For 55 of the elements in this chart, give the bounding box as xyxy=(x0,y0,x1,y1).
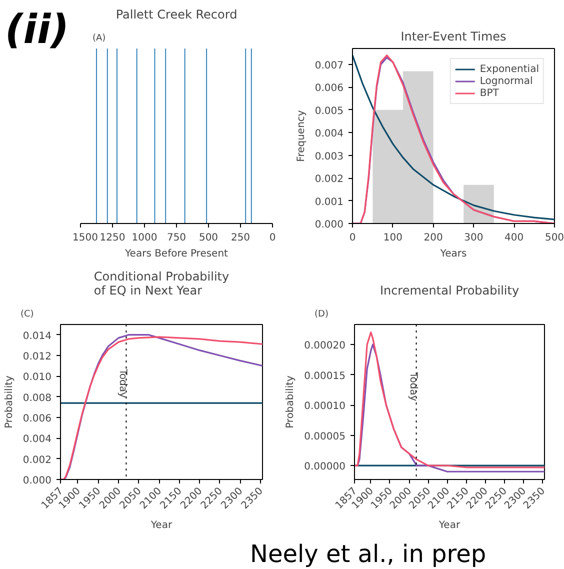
text: (A) xyxy=(92,34,106,44)
y-tick-label: 0.006 xyxy=(22,414,52,424)
y-tick-label: 0.004 xyxy=(22,434,52,446)
x-tick-label: 1500 xyxy=(72,232,98,244)
y-tick-label: 0.000 xyxy=(314,220,344,230)
x-tick-label: 1250 xyxy=(100,232,126,244)
x-axis-title: Year xyxy=(150,520,173,532)
text: (C) xyxy=(20,310,34,320)
y-tick-label: 0.00015 xyxy=(304,370,346,382)
y-tick-label: 0.001 xyxy=(314,196,344,208)
y-tick-label: 0.00005 xyxy=(304,431,346,442)
chart-title: Conditional Probability of EQ in Next Year xyxy=(94,270,230,298)
ref-line-label: Today xyxy=(407,371,418,402)
x-axis-title: Year xyxy=(438,520,461,532)
y-tick-label: 0.003 xyxy=(314,151,344,162)
legend-label: BPT xyxy=(480,87,500,99)
chart-title: Inter-Event Times xyxy=(400,30,506,44)
y-tick-label: 0.000 xyxy=(22,476,52,486)
x-tick-label: 250 xyxy=(230,232,250,244)
y-tick-label: 0.010 xyxy=(22,372,52,384)
legend-label: Exponential xyxy=(480,63,539,75)
text: (D) xyxy=(314,310,328,320)
y-tick-label: 0.007 xyxy=(314,60,344,72)
text: Neely et al., in prep xyxy=(250,539,486,569)
y-tick-label: 0.00020 xyxy=(304,340,346,352)
x-tick-label: 100 xyxy=(383,232,402,244)
y-tick-label: 0.005 xyxy=(314,106,344,117)
x-tick-label: 750 xyxy=(166,232,186,244)
x-axis-title: Years Before Present xyxy=(124,248,228,260)
y-axis-title: Frequency xyxy=(296,110,307,162)
x-tick-label: 1000 xyxy=(132,232,158,244)
chart-title: Pallett Creek Record xyxy=(116,8,238,22)
y-tick-label: 0.002 xyxy=(314,174,344,186)
x-tick-label: 300 xyxy=(464,232,484,244)
y-tick-label: 0.00000 xyxy=(304,462,346,473)
y-tick-label: 0.008 xyxy=(22,392,52,404)
y-tick-label: 0.004 xyxy=(314,128,344,140)
x-tick-label: 0 xyxy=(269,232,276,244)
y-tick-label: 0.012 xyxy=(22,352,52,362)
y-axis-title: Probability xyxy=(4,375,15,428)
y-tick-label: 0.002 xyxy=(22,454,52,466)
x-tick-label: 500 xyxy=(544,232,564,244)
x-axis-title: Years xyxy=(439,248,467,260)
y-tick-label: 0.014 xyxy=(22,330,52,342)
x-tick-label: 0 xyxy=(349,232,356,244)
legend-label: Lognormal xyxy=(480,75,533,87)
y-tick-label: 0.006 xyxy=(314,83,344,94)
y-tick-label: 0.00010 xyxy=(304,401,346,412)
ref-line-label: Today xyxy=(117,368,128,398)
y-axis-title: Probability xyxy=(285,375,296,428)
x-tick-label: 500 xyxy=(198,232,218,244)
text: (ii) xyxy=(5,6,69,55)
x-tick-label: 400 xyxy=(504,232,524,244)
x-tick-label: 200 xyxy=(424,232,443,244)
chart-title: Incremental Probability xyxy=(380,284,520,298)
